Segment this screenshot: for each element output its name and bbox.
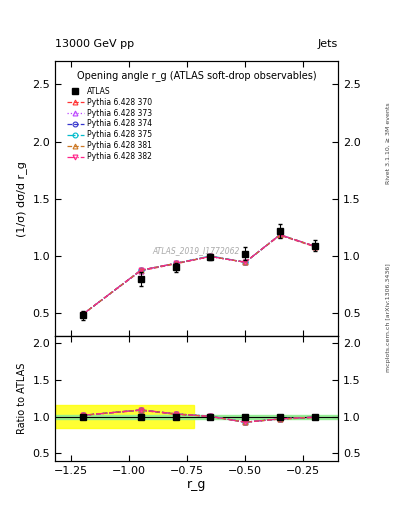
Line: Pythia 6.428 381: Pythia 6.428 381 — [81, 232, 317, 317]
Pythia 6.428 373 — [173, 260, 178, 266]
Pythia 6.428 370 — [312, 244, 317, 250]
X-axis label: r_g: r_g — [187, 478, 206, 492]
Pythia 6.428 382 — [243, 259, 248, 265]
Pythia 6.428 375 — [173, 260, 178, 266]
Pythia 6.428 374 — [312, 243, 317, 249]
Pythia 6.428 382 — [138, 267, 143, 273]
Pythia 6.428 373 — [243, 259, 248, 265]
Pythia 6.428 374 — [277, 232, 282, 238]
Pythia 6.428 374 — [243, 259, 248, 265]
Y-axis label: (1/σ) dσ/d r_g: (1/σ) dσ/d r_g — [16, 161, 27, 237]
Text: mcplots.cern.ch [arXiv:1306.3436]: mcplots.cern.ch [arXiv:1306.3436] — [386, 263, 391, 372]
Text: Rivet 3.1.10, ≥ 3M events: Rivet 3.1.10, ≥ 3M events — [386, 102, 391, 184]
Pythia 6.428 373 — [277, 232, 282, 238]
Pythia 6.428 381 — [173, 260, 178, 266]
Pythia 6.428 370 — [243, 259, 248, 265]
Pythia 6.428 381 — [312, 243, 317, 249]
Bar — [55, 415, 338, 419]
Pythia 6.428 374 — [208, 253, 213, 260]
Pythia 6.428 370 — [208, 253, 213, 260]
Pythia 6.428 382 — [312, 243, 317, 249]
Pythia 6.428 375 — [208, 253, 213, 259]
Pythia 6.428 375 — [277, 232, 282, 238]
Pythia 6.428 373 — [81, 311, 85, 317]
Text: 13000 GeV pp: 13000 GeV pp — [55, 38, 134, 49]
Pythia 6.428 370 — [138, 268, 143, 274]
Pythia 6.428 375 — [81, 311, 85, 317]
Pythia 6.428 370 — [173, 261, 178, 267]
Line: Pythia 6.428 370: Pythia 6.428 370 — [81, 233, 317, 317]
Pythia 6.428 370 — [277, 232, 282, 239]
Pythia 6.428 382 — [277, 232, 282, 238]
Pythia 6.428 373 — [138, 268, 143, 274]
Pythia 6.428 374 — [81, 311, 85, 317]
Line: Pythia 6.428 375: Pythia 6.428 375 — [81, 232, 317, 317]
Pythia 6.428 381 — [243, 259, 248, 265]
Legend: ATLAS, Pythia 6.428 370, Pythia 6.428 373, Pythia 6.428 374, Pythia 6.428 375, P: ATLAS, Pythia 6.428 370, Pythia 6.428 37… — [64, 84, 154, 163]
Line: Pythia 6.428 374: Pythia 6.428 374 — [81, 232, 317, 317]
Pythia 6.428 382 — [173, 260, 178, 266]
Pythia 6.428 375 — [243, 259, 248, 265]
Pythia 6.428 370 — [81, 311, 85, 317]
Text: Jets: Jets — [318, 38, 338, 49]
Pythia 6.428 381 — [208, 253, 213, 260]
Pythia 6.428 381 — [277, 232, 282, 238]
Pythia 6.428 382 — [208, 253, 213, 260]
Line: Pythia 6.428 373: Pythia 6.428 373 — [81, 232, 317, 317]
Y-axis label: Ratio to ATLAS: Ratio to ATLAS — [17, 362, 27, 434]
Text: ATLAS_2019_I1772062: ATLAS_2019_I1772062 — [153, 246, 240, 255]
Pythia 6.428 374 — [173, 260, 178, 266]
Pythia 6.428 381 — [81, 311, 85, 317]
Pythia 6.428 375 — [312, 243, 317, 249]
Bar — [55, 405, 194, 429]
Pythia 6.428 374 — [138, 267, 143, 273]
Pythia 6.428 381 — [138, 267, 143, 273]
Line: Pythia 6.428 382: Pythia 6.428 382 — [81, 232, 317, 317]
Text: Opening angle r_g (ATLAS soft-drop observables): Opening angle r_g (ATLAS soft-drop obser… — [77, 70, 316, 80]
Pythia 6.428 382 — [81, 311, 85, 317]
Pythia 6.428 373 — [208, 253, 213, 260]
Pythia 6.428 373 — [312, 243, 317, 249]
Pythia 6.428 375 — [138, 267, 143, 273]
